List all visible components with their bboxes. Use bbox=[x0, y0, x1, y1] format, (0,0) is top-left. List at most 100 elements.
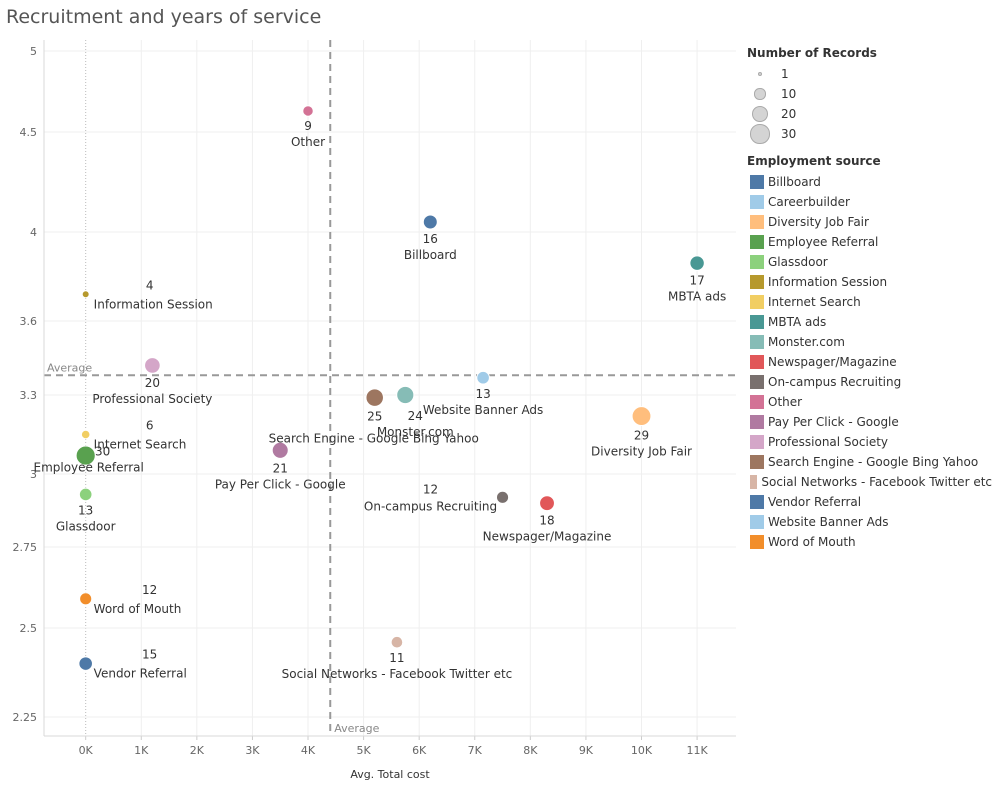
color-legend-entry[interactable]: Internet Search bbox=[747, 292, 992, 312]
color-legend-entry[interactable]: Employee Referral bbox=[747, 232, 992, 252]
color-legend-entry[interactable]: Website Banner Ads bbox=[747, 512, 992, 532]
y-tick-label: 2.75 bbox=[13, 541, 38, 554]
point-pay-per-click-google bbox=[271, 441, 289, 459]
data-label-name: Monster.com bbox=[377, 425, 454, 439]
color-legend-label: Social Networks - Facebook Twitter etc bbox=[761, 475, 992, 489]
y-tick-label: 2.25 bbox=[13, 711, 38, 724]
y-tick-label: 4 bbox=[30, 226, 37, 239]
data-label-name: Search Engine - Google Bing Yahoo bbox=[269, 432, 479, 446]
size-legend-label: 20 bbox=[781, 107, 797, 121]
point-social-networks-facebook-twitter-etc bbox=[390, 635, 404, 649]
color-legend-label: Other bbox=[768, 395, 803, 409]
color-swatch bbox=[750, 295, 764, 309]
data-label-name: On-campus Recruiting bbox=[364, 499, 497, 513]
size-legend-entry: 20 bbox=[747, 104, 992, 124]
color-legend-title: Employment source bbox=[747, 154, 881, 168]
color-legend-entry[interactable]: Monster.com bbox=[747, 332, 992, 352]
data-points bbox=[75, 105, 705, 671]
color-legend-entry[interactable]: Careerbuilder bbox=[747, 192, 992, 212]
x-tick-label: 5K bbox=[356, 744, 371, 757]
point-billboard bbox=[422, 214, 438, 230]
size-legend-dot bbox=[752, 106, 768, 122]
color-legend-label: Website Banner Ads bbox=[768, 515, 889, 529]
color-legend-entry[interactable]: Vendor Referral bbox=[747, 492, 992, 512]
size-legend-dot bbox=[750, 124, 770, 144]
color-legend-entry[interactable]: Pay Per Click - Google bbox=[747, 412, 992, 432]
data-label-name: Newspager/Magazine bbox=[483, 530, 612, 544]
size-legend-entry: 30 bbox=[747, 124, 992, 144]
data-label-count: 15 bbox=[142, 648, 157, 662]
color-legend-entry[interactable]: Diversity Job Fair bbox=[747, 212, 992, 232]
data-label-count: 18 bbox=[539, 514, 554, 528]
x-axis-label: Avg. Total cost bbox=[350, 768, 430, 781]
color-legend-entry[interactable]: Word of Mouth bbox=[747, 532, 992, 552]
color-legend-label: On-campus Recruiting bbox=[768, 375, 902, 389]
point-other bbox=[302, 105, 314, 117]
size-legend-title: Number of Records bbox=[747, 46, 877, 60]
color-swatch bbox=[750, 515, 764, 529]
y-tick-label: 4.5 bbox=[20, 126, 38, 139]
color-legend-entry[interactable]: Billboard bbox=[747, 172, 992, 192]
y-tick-label: 3 bbox=[30, 468, 37, 481]
color-swatch bbox=[750, 235, 764, 249]
color-swatch bbox=[750, 375, 764, 389]
color-legend-entry[interactable]: Newspager/Magazine bbox=[747, 352, 992, 372]
color-legend-entry[interactable]: Information Session bbox=[747, 272, 992, 292]
data-label-count: 6 bbox=[146, 419, 154, 433]
gridlines bbox=[44, 40, 736, 736]
y-tick-label: 3.3 bbox=[20, 389, 38, 402]
color-legend-entry[interactable]: Social Networks - Facebook Twitter etc bbox=[747, 472, 992, 492]
color-legend-label: MBTA ads bbox=[768, 315, 827, 329]
color-swatch bbox=[750, 435, 764, 449]
data-label-count: 13 bbox=[475, 387, 490, 401]
color-legend-entry[interactable]: Search Engine - Google Bing Yahoo bbox=[747, 452, 992, 472]
color-legend-entry[interactable]: Glassdoor bbox=[747, 252, 992, 272]
point-information-session bbox=[81, 290, 90, 299]
data-label-count: 12 bbox=[423, 482, 438, 496]
data-label-name: MBTA ads bbox=[668, 289, 726, 303]
color-legend-entry[interactable]: On-campus Recruiting bbox=[747, 372, 992, 392]
color-legend-label: Vendor Referral bbox=[768, 495, 862, 509]
point-glassdoor bbox=[78, 487, 93, 502]
size-legend-dot bbox=[754, 88, 766, 100]
size-legend-entry: 1 bbox=[747, 64, 992, 84]
color-legend-entry[interactable]: Other bbox=[747, 392, 992, 412]
size-legend-dot bbox=[758, 72, 762, 76]
data-label-name: Diversity Job Fair bbox=[591, 444, 692, 458]
data-label-name: Internet Search bbox=[94, 438, 187, 452]
color-legend-label: Glassdoor bbox=[768, 255, 828, 269]
color-legend-label: Pay Per Click - Google bbox=[768, 415, 899, 429]
color-legend-entry[interactable]: MBTA ads bbox=[747, 312, 992, 332]
color-legend-label: Careerbuilder bbox=[768, 195, 850, 209]
point-employee-referral bbox=[75, 445, 96, 466]
color-swatch bbox=[750, 395, 764, 409]
data-label-count: 12 bbox=[142, 583, 157, 597]
legend: Number of Records 1 10 20 30 Employment sou… bbox=[747, 46, 992, 552]
color-legend-entry[interactable]: Professional Society bbox=[747, 432, 992, 452]
data-label-count: 16 bbox=[423, 232, 438, 246]
point-mbta-ads bbox=[689, 255, 705, 271]
color-swatch bbox=[750, 315, 764, 329]
x-tick-label: 9K bbox=[579, 744, 594, 757]
x-tick-label: 7K bbox=[468, 744, 483, 757]
data-label-count: 21 bbox=[273, 461, 288, 475]
data-label-name: Information Session bbox=[94, 297, 213, 311]
data-label-count: 9 bbox=[304, 119, 312, 133]
color-swatch bbox=[750, 195, 764, 209]
color-legend-label: Diversity Job Fair bbox=[768, 215, 869, 229]
data-label-name: Professional Society bbox=[92, 392, 212, 406]
color-swatch bbox=[750, 255, 764, 269]
data-label-name: Other bbox=[291, 135, 325, 149]
data-label-count: 24 bbox=[408, 409, 423, 423]
point-diversity-job-fair bbox=[631, 406, 652, 426]
point-professional-society bbox=[144, 357, 161, 374]
data-label-name: Social Networks - Facebook Twitter etc bbox=[282, 667, 513, 681]
data-label-count: 29 bbox=[634, 428, 649, 442]
point-on-campus-recruiting bbox=[495, 490, 510, 504]
data-label-count: 17 bbox=[689, 273, 704, 287]
data-label-count: 13 bbox=[78, 504, 93, 518]
data-label-count: 4 bbox=[146, 278, 154, 292]
color-swatch bbox=[750, 535, 764, 549]
x-tick-label: 2K bbox=[190, 744, 205, 757]
